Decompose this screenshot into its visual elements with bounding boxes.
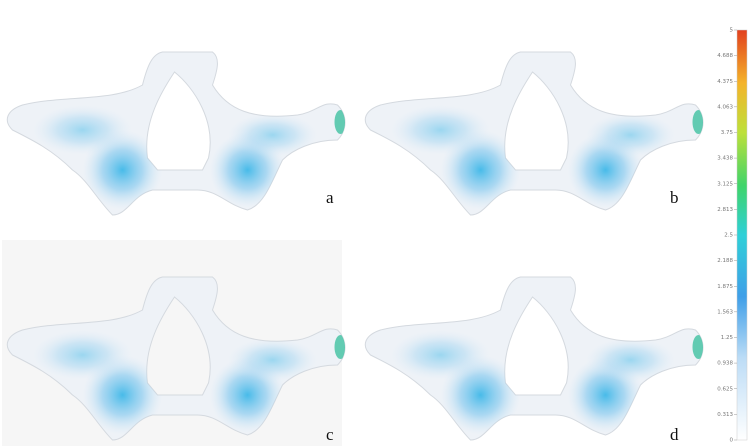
tick-label: 4.688 bbox=[717, 53, 733, 59]
tick-label: 0.625 bbox=[717, 386, 733, 392]
tick-label: 1.563 bbox=[717, 309, 733, 315]
panel-label: c bbox=[326, 425, 334, 444]
figure: a b c d 5 4.688 4.375 4.063 3.75 3.438 3.125 2.… bbox=[0, 0, 749, 446]
tick-label: 0.313 bbox=[717, 412, 733, 418]
panel-c: c bbox=[2, 240, 347, 446]
panel-b: b bbox=[365, 52, 704, 215]
tick-label: 3.125 bbox=[717, 181, 733, 187]
tick-label: 2.813 bbox=[717, 207, 733, 213]
tick-label: 0 bbox=[730, 438, 734, 444]
panel-d: d bbox=[365, 277, 704, 444]
tick-label: 2.188 bbox=[717, 258, 733, 264]
colorbar-ticks: 5 4.688 4.375 4.063 3.75 3.438 3.125 2.813 2.5 2.… bbox=[717, 28, 737, 444]
tick-label: 0.938 bbox=[717, 361, 733, 367]
tick-label: 1.875 bbox=[717, 284, 733, 290]
tick-label: 2.5 bbox=[724, 233, 733, 239]
tick-label: 4.375 bbox=[717, 79, 733, 85]
tick-label: 3.75 bbox=[721, 130, 734, 136]
tick-label: 1.25 bbox=[721, 335, 734, 341]
panel-label: b bbox=[670, 188, 679, 207]
panel-a: a bbox=[7, 52, 346, 215]
colorbar bbox=[737, 30, 747, 440]
tick-label: 3.438 bbox=[717, 156, 733, 162]
panel-label: a bbox=[326, 188, 334, 207]
tick-label: 4.063 bbox=[717, 104, 733, 110]
tick-label: 5 bbox=[730, 28, 734, 34]
panel-label: d bbox=[670, 425, 679, 444]
